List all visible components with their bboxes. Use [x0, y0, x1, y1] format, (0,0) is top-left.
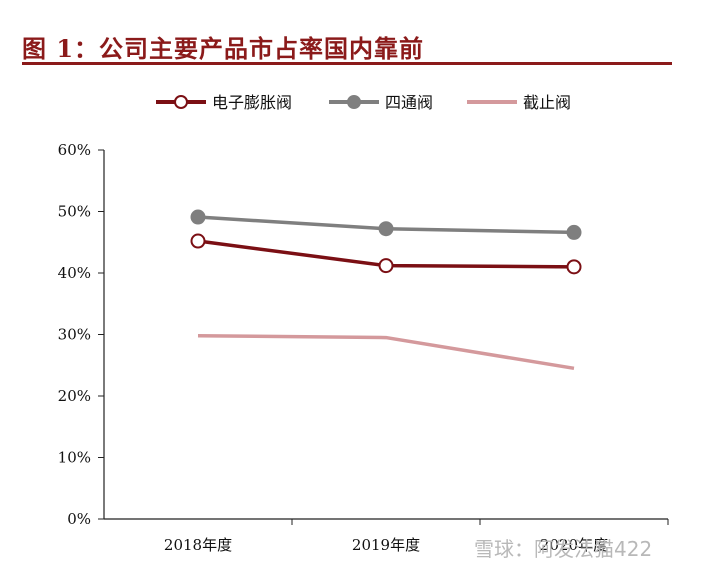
data-point — [378, 258, 394, 274]
legend: 电子膨胀阀 四通阀 截止阀 — [156, 93, 571, 112]
y-tick-label: 30% — [58, 326, 91, 344]
data-point — [378, 221, 394, 237]
page-title: 图 1：公司主要产品市占率国内靠前 — [22, 34, 425, 63]
data-point — [566, 259, 582, 275]
data-point — [190, 209, 206, 225]
legend-swatch-marker — [174, 95, 188, 109]
y-tick-label: 60% — [58, 141, 91, 159]
data-point — [566, 224, 582, 240]
legend-swatch-marker — [347, 95, 361, 109]
x-tick-label: 2019年度 — [352, 536, 420, 554]
data-point — [190, 233, 206, 249]
legend-label: 截止阀 — [523, 93, 571, 112]
y-tick-label: 20% — [58, 387, 91, 405]
y-tick-label: 10% — [58, 449, 91, 467]
watermark-text: 雪球：阿发法猫422 — [474, 537, 653, 561]
series-group — [190, 209, 582, 371]
y-axis: 0% 10% 20% 30% 40% 50% 60% — [58, 141, 105, 528]
x-axis: 2018年度 2019年度 2020年度 — [104, 518, 669, 554]
y-tick-label: 50% — [58, 203, 91, 221]
legend-label: 电子膨胀阀 — [212, 93, 292, 112]
x-tick-label: 2020年度 — [540, 536, 608, 554]
y-tick-label: 0% — [67, 510, 91, 528]
title-divider — [22, 62, 672, 65]
x-tick-label: 2018年度 — [164, 536, 232, 554]
series-line — [197, 333, 575, 371]
legend-label: 四通阀 — [385, 93, 433, 112]
y-tick-label: 40% — [58, 264, 91, 282]
